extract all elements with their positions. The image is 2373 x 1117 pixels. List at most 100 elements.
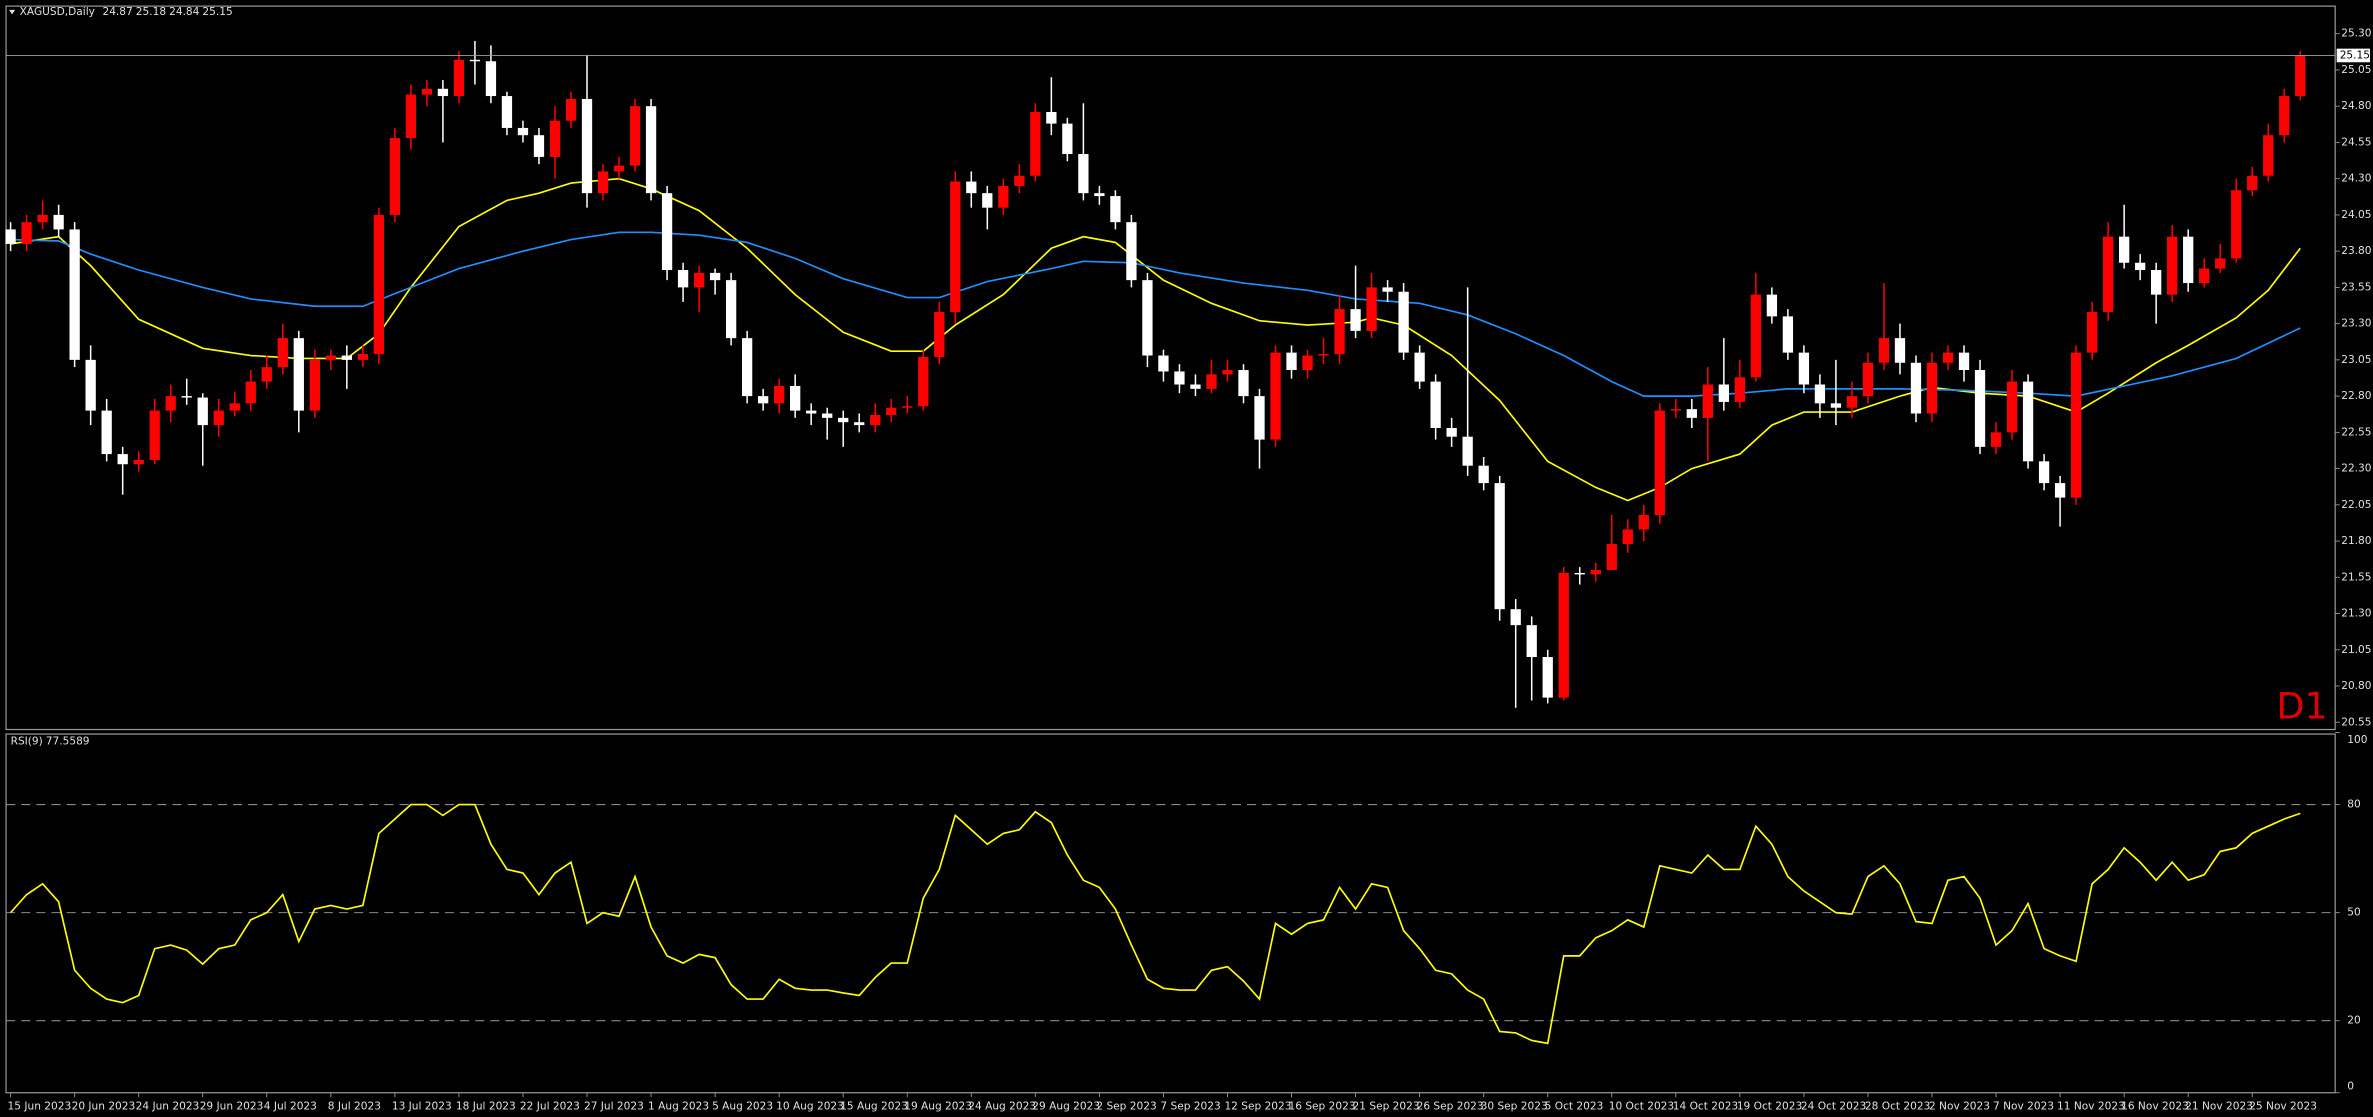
chart-header: XAGUSD,Daily 24.87 25.18 24.84 25.15: [20, 6, 233, 18]
candle-body: [1510, 609, 1521, 626]
candle-body: [341, 355, 352, 360]
candle-body: [1094, 193, 1105, 197]
candle-body: [1958, 352, 1970, 371]
y-tick-label: 20.80: [2341, 680, 2372, 692]
x-tick-label: 11 Nov 2023: [2057, 1100, 2125, 1112]
last-low: 24.84: [169, 6, 200, 18]
candle-body: [934, 312, 945, 357]
candle-body: [1222, 370, 1233, 375]
candle-body: [1030, 111, 1041, 176]
candle-body: [854, 422, 865, 426]
timeframe-label: D1: [2277, 684, 2328, 727]
candle-body: [757, 396, 769, 404]
candle-body: [709, 272, 721, 281]
x-tick-label: 12 Sep 2023: [1224, 1100, 1291, 1112]
last-high: 25.18: [136, 6, 166, 18]
candle-body: [1398, 291, 1409, 353]
collapse-arrow[interactable]: [9, 9, 16, 15]
candle-body: [69, 229, 80, 360]
candle-body: [2263, 135, 2274, 176]
rsi-panel: [5, 733, 2336, 1094]
candle-body: [1590, 570, 1601, 575]
candle-body: [2006, 381, 2018, 433]
x-tick-label: 5 Aug 2023: [712, 1100, 773, 1112]
candle-body: [213, 410, 224, 426]
y-tick-label: 24.80: [2341, 100, 2372, 112]
x-tick-label: 29 Aug 2023: [1032, 1100, 1100, 1112]
x-tick-label: 2 Sep 2023: [1096, 1100, 1156, 1112]
candle-body: [1126, 222, 1137, 281]
candle-body: [1478, 465, 1489, 484]
candle-body: [357, 354, 368, 360]
candle-body: [1174, 371, 1185, 385]
candle-body: [1622, 529, 1633, 544]
candle-body: [1990, 432, 2002, 447]
candle-body: [1270, 352, 1281, 440]
candle-body: [2247, 175, 2258, 191]
x-tick-label: 2 Nov 2023: [1929, 1100, 1990, 1112]
candle-body: [2022, 381, 2034, 462]
rsi-line: [9, 803, 2301, 1045]
candle-body: [1318, 354, 1329, 356]
x-tick-label: 7 Nov 2023: [1993, 1100, 2054, 1112]
candle-body: [2199, 268, 2210, 284]
candle-body: [661, 193, 673, 270]
candle-body: [37, 214, 48, 223]
moving-average-line: [10, 231, 2301, 397]
candle-body: [1702, 384, 1713, 418]
candle-body: [838, 417, 849, 423]
candle-body: [982, 193, 993, 208]
y-tick-label: 24.55: [2341, 136, 2371, 148]
candle-body: [2215, 258, 2226, 269]
x-tick-label: 8 Jul 2023: [328, 1100, 381, 1112]
x-tick-label: 27 Jul 2023: [584, 1100, 644, 1112]
candle-body: [886, 407, 897, 415]
candle-body: [1366, 287, 1377, 331]
rsi-y-tick-label: 0: [2347, 1081, 2354, 1093]
candle-body: [197, 397, 208, 426]
candle-body: [613, 165, 625, 172]
rsi-y-tick-label: 100: [2347, 734, 2367, 746]
candle-body: [373, 214, 385, 355]
candle-body: [677, 269, 689, 288]
y-tick-label: 22.30: [2341, 463, 2372, 475]
candle-body: [1446, 428, 1457, 437]
candle-body: [1878, 338, 1890, 363]
candle-body: [1414, 352, 1425, 382]
candle-body: [549, 120, 561, 157]
candle-body: [1078, 154, 1089, 194]
candle-body: [1382, 287, 1393, 292]
candle-body: [181, 396, 192, 398]
candle-body: [950, 181, 961, 313]
candle-body: [1606, 543, 1617, 571]
candle-body: [2231, 190, 2242, 259]
candle-body: [1670, 409, 1681, 411]
x-tick-label: 7 Sep 2023: [1160, 1100, 1220, 1112]
candle-body: [1974, 370, 1986, 447]
y-tick-label: 25.30: [2341, 28, 2372, 40]
x-tick-label: 15 Aug 2023: [840, 1100, 908, 1112]
y-tick-label: 24.05: [2341, 209, 2371, 221]
candle-body: [1942, 352, 1954, 363]
candle-body: [1894, 338, 1906, 363]
current-price-tag: [2336, 48, 2370, 63]
x-tick-label: 29 Jun 2023: [200, 1100, 264, 1112]
candle-body: [1910, 362, 1922, 414]
x-tick-label: 4 Jul 2023: [264, 1100, 317, 1112]
candle-body: [1430, 381, 1441, 429]
candle-body: [902, 406, 913, 408]
x-tick-label: 16 Nov 2023: [2121, 1100, 2189, 1112]
x-tick-label: 14 Oct 2023: [1673, 1100, 1738, 1112]
x-tick-label: 10 Oct 2023: [1609, 1100, 1674, 1112]
x-tick-label: 20 Jun 2023: [72, 1100, 136, 1112]
candle-body: [437, 88, 449, 97]
candle-body: [309, 359, 320, 411]
candle-body: [453, 59, 465, 97]
y-tick-label: 23.30: [2341, 318, 2372, 330]
x-tick-label: 16 Sep 2023: [1289, 1100, 1356, 1112]
rsi-y-tick-label: 50: [2347, 907, 2361, 919]
candle-body: [998, 185, 1009, 208]
candle-body: [165, 396, 176, 411]
